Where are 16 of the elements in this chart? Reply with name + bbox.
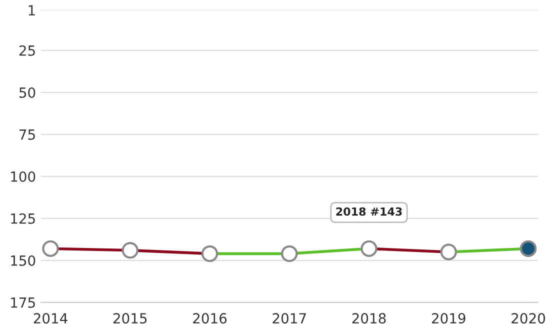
x-tick-label: 2015 (113, 313, 147, 324)
y-tick-label: 25 (19, 45, 35, 56)
y-tick-label: 150 (11, 255, 36, 266)
x-tick-label: 2016 (193, 313, 227, 324)
annotation: 2018 #143 (336, 207, 402, 216)
y-tick-label: 50 (19, 87, 36, 98)
y-tick-label: 1 (28, 5, 35, 16)
x-tick-label: 2020 (512, 313, 546, 324)
y-tick-label: 125 (11, 213, 35, 224)
y-tick-label: 75 (20, 130, 35, 140)
x-tick-label: 2019 (432, 313, 466, 324)
y-tick-label: 100 (11, 171, 36, 182)
x-tick-label: 2018 (352, 313, 386, 324)
y-tick-label: 175 (11, 298, 35, 308)
x-tick-label: 2017 (272, 313, 306, 324)
x-tick-label: 2014 (34, 313, 68, 324)
